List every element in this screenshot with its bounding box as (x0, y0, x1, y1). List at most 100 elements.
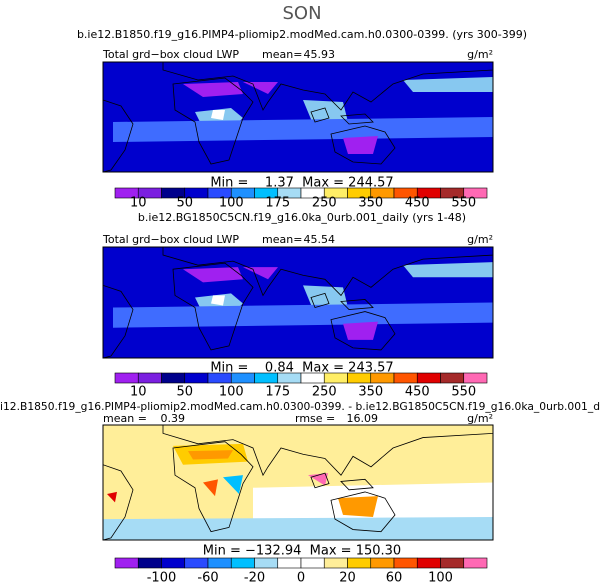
min-max: Min = 0.84 Max = 243.57 (210, 361, 393, 376)
colorbar-box (370, 372, 395, 384)
contour-region (203, 479, 218, 497)
colorbar-box (463, 187, 488, 199)
colorbar-label: 250 (312, 196, 337, 211)
panel-left-label: Total grd−box cloud LWP (102, 48, 239, 61)
map (103, 62, 493, 172)
contour-region (343, 136, 378, 154)
colorbar-box (184, 372, 209, 384)
colorbar-label: 350 (358, 196, 383, 211)
colorbar-box (440, 557, 465, 569)
contour-region (183, 267, 243, 283)
panel-left-label: mean = (103, 412, 147, 425)
colorbar-box (114, 557, 139, 569)
units: g/m² (467, 48, 493, 61)
contour-region (243, 82, 278, 94)
contour-region (343, 321, 378, 340)
contour-region (103, 517, 493, 540)
colorbar-label: 0 (297, 571, 305, 586)
colorbar-box (347, 557, 372, 569)
colorbar-box (207, 557, 232, 569)
colorbar-box (137, 372, 162, 384)
coastline (162, 425, 493, 477)
colorbar-box (393, 557, 418, 569)
colorbar-label: 10 (130, 196, 147, 211)
coastline (172, 262, 254, 351)
contour-region (107, 491, 117, 503)
coastline (310, 472, 330, 489)
colorbar-box (161, 372, 186, 384)
colorbar-box (416, 557, 441, 569)
colorbar-box (347, 372, 372, 384)
colorbar-box (440, 372, 465, 384)
units: g/m² (467, 412, 493, 425)
colorbar-box (161, 557, 186, 569)
colorbar-box (300, 557, 325, 569)
panel-title: i12.B1850.f19_g16.PIMP4-pliomip2.modMed.… (0, 400, 600, 413)
coastline (103, 99, 134, 172)
coastline (103, 464, 134, 540)
mean-value: 45.54 (304, 233, 336, 246)
colorbar-label: 50 (176, 385, 193, 400)
coastline (340, 478, 374, 491)
colorbar-label: 450 (405, 196, 430, 211)
colorbar-box (416, 372, 441, 384)
contour-region (188, 450, 233, 460)
coastline (330, 491, 396, 533)
colorbar-box (463, 372, 488, 384)
map-frame (102, 61, 494, 173)
contour-region (113, 117, 493, 142)
coastline (310, 107, 330, 123)
units: g/m² (467, 233, 493, 246)
colorbar-box (463, 557, 488, 569)
coastline (340, 113, 374, 125)
contour-region (113, 302, 493, 328)
contour-region (403, 262, 493, 278)
coastline (330, 125, 396, 165)
coastline (162, 62, 493, 111)
map-frame (102, 246, 494, 359)
coastline (103, 284, 134, 358)
colorbar-box (370, 557, 395, 569)
colorbar-label: 175 (265, 196, 290, 211)
contour-region (338, 496, 378, 517)
colorbar-box (254, 372, 279, 384)
coastline (172, 77, 254, 165)
mean-value: 45.93 (304, 48, 336, 61)
contour-region (308, 473, 328, 486)
coastline (172, 441, 254, 533)
colorbar-box (137, 557, 162, 569)
colorbar-label: 250 (312, 385, 337, 400)
rmse-value: 16.09 (347, 412, 379, 425)
colorbar-box (393, 372, 418, 384)
colorbar-box (230, 372, 255, 384)
map-frame (102, 424, 494, 541)
colorbar-box (114, 372, 139, 384)
map (103, 247, 493, 358)
colorbar-label: 60 (386, 571, 403, 586)
colorbar-label: 50 (176, 196, 193, 211)
mean-value: 0.39 (161, 412, 186, 425)
panel-left-label: Total grd−box cloud LWP (102, 233, 239, 246)
colorbar-label: 100 (428, 571, 453, 586)
colorbar-box (184, 557, 209, 569)
colorbar-label: -100 (147, 571, 177, 586)
colorbar-box (277, 557, 302, 569)
colorbar-label: 10 (130, 385, 147, 400)
contour-region (211, 295, 225, 306)
contour-region (223, 475, 243, 494)
map (103, 425, 493, 540)
map-background (103, 247, 493, 358)
colorbar-box (277, 372, 302, 384)
colorbar-box (254, 557, 279, 569)
colorbar-box (300, 372, 325, 384)
rmse-label: rmse = (295, 412, 335, 425)
mean-label: mean= (262, 48, 302, 61)
colorbar-label: 20 (339, 571, 356, 586)
colorbar-box (323, 372, 348, 384)
colorbar-label: 550 (451, 385, 476, 400)
colorbar-label: 450 (405, 385, 430, 400)
figure-title: SON (282, 3, 321, 24)
contour-region (183, 82, 243, 97)
map-background (103, 62, 493, 172)
